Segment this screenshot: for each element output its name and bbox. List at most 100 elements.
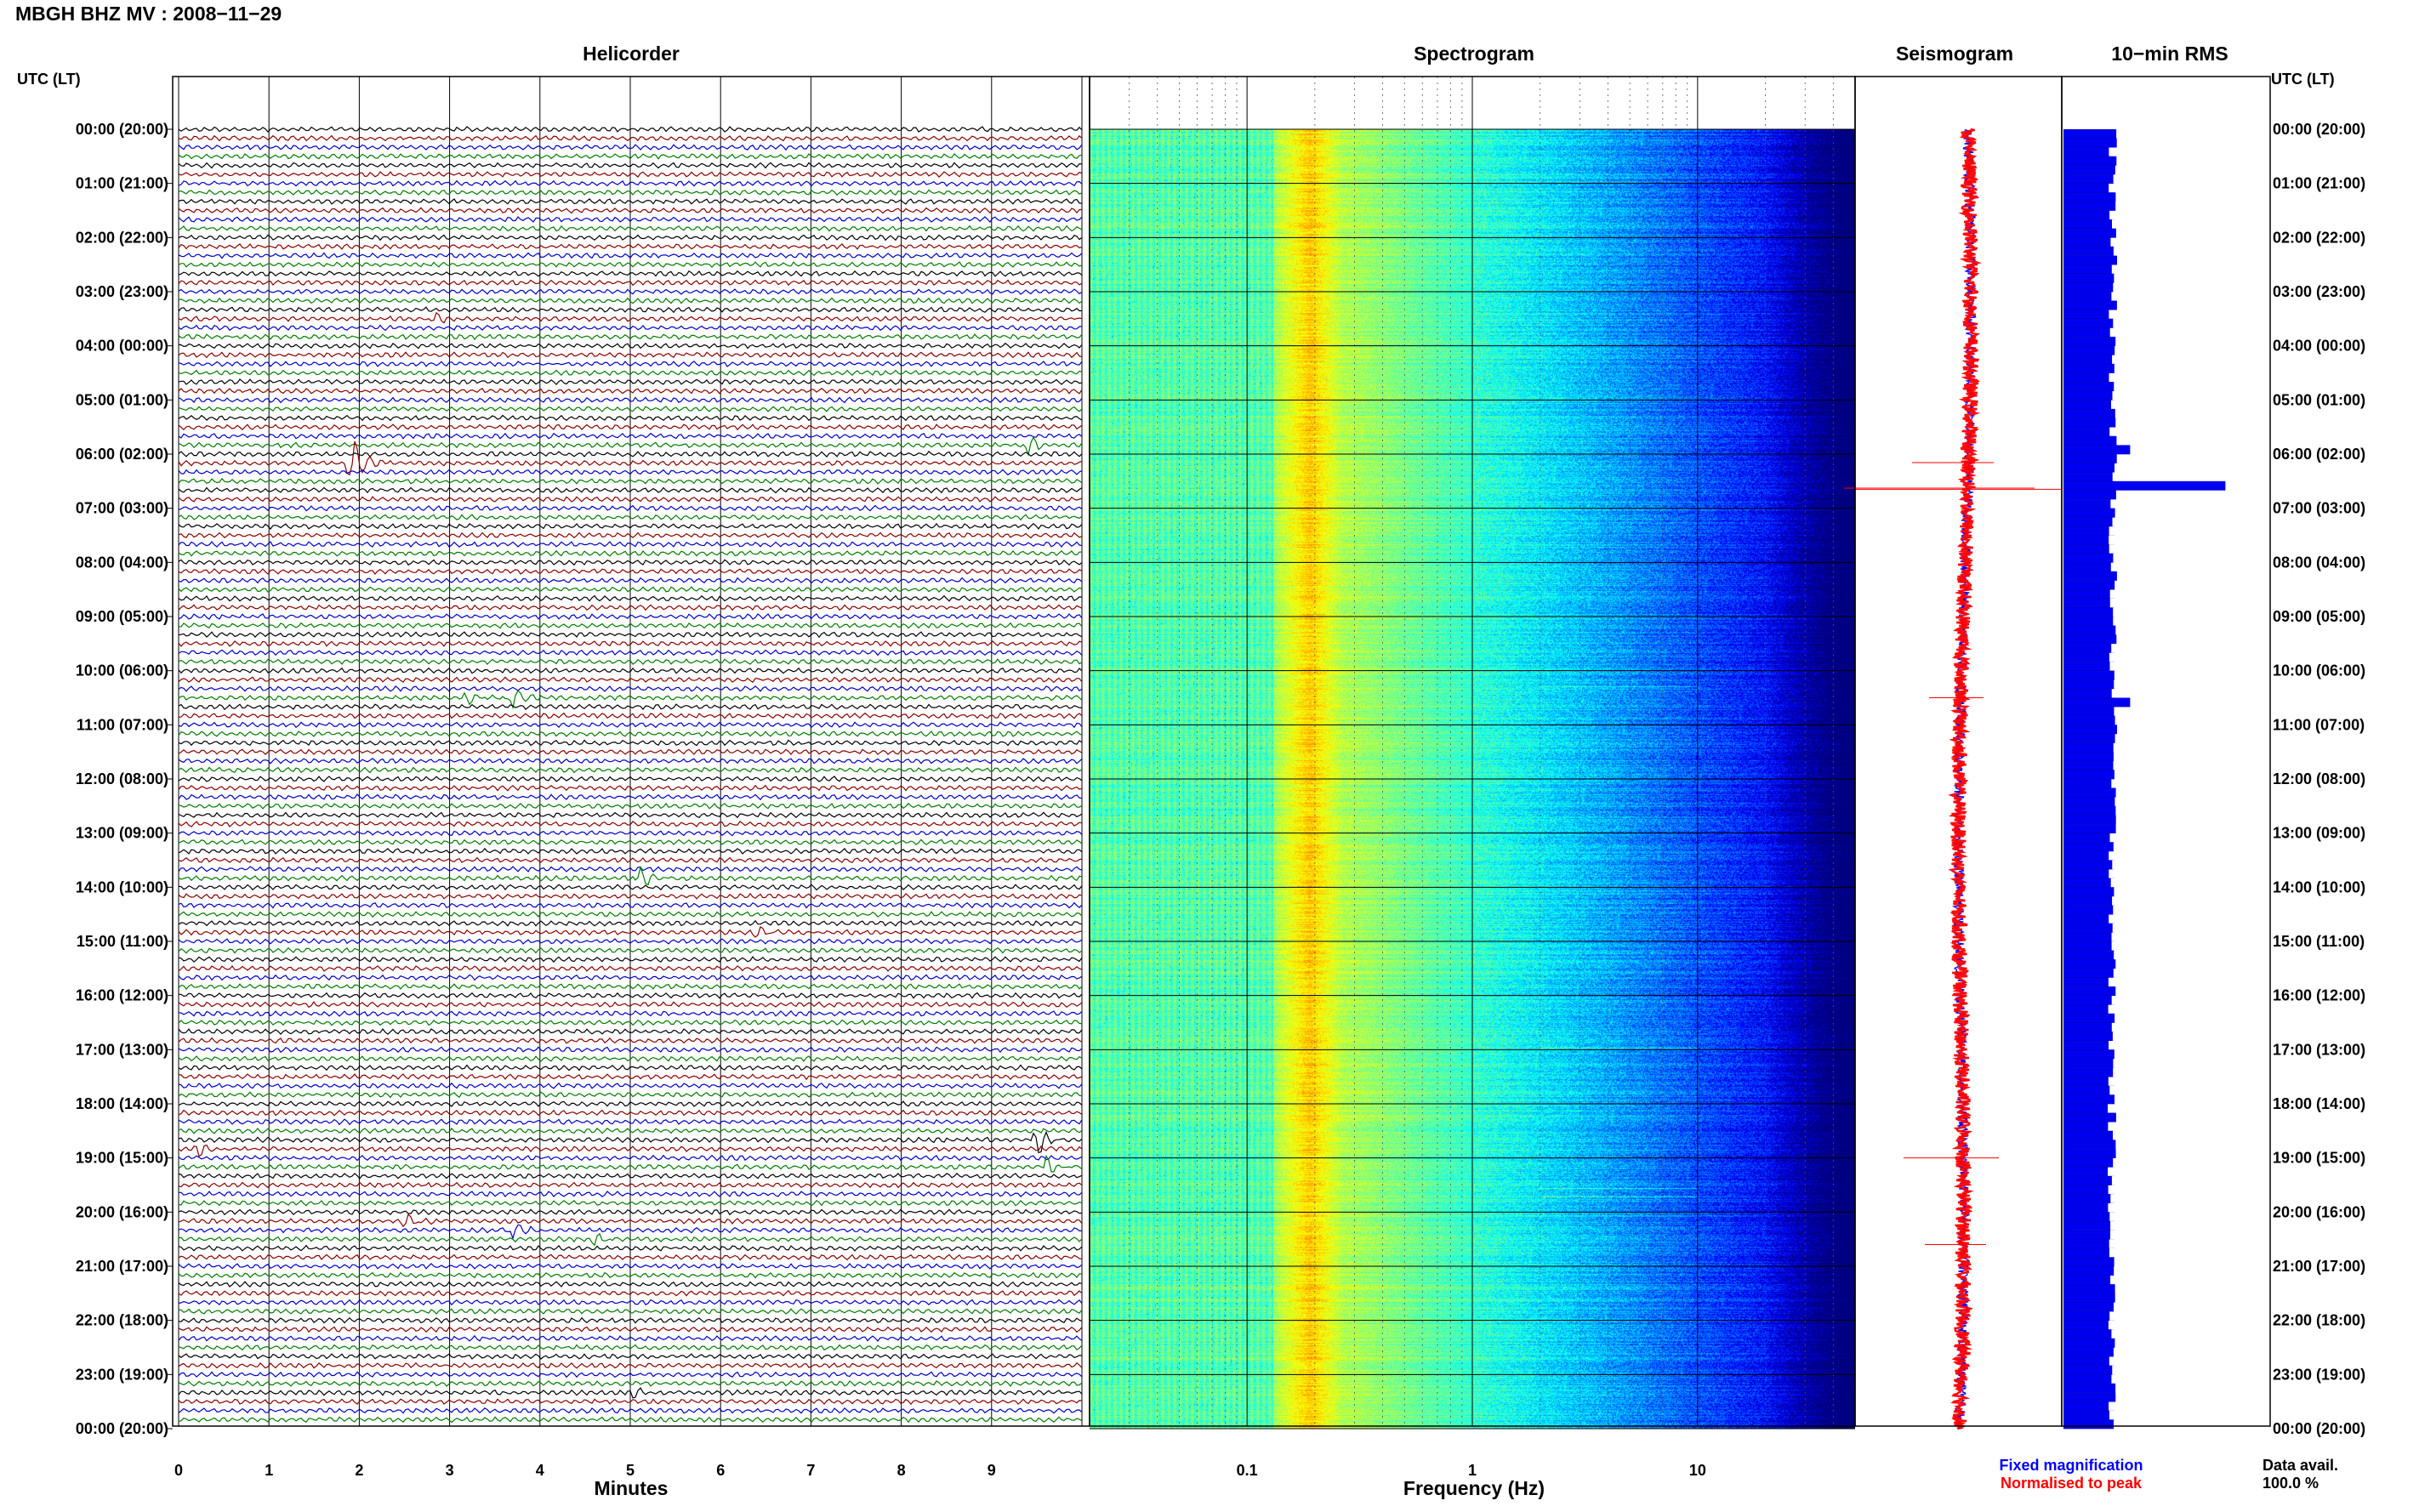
helicorder-trace <box>178 586 1083 594</box>
rms-bar <box>2063 707 2114 716</box>
helicorder-trace <box>178 1082 1083 1089</box>
helicorder-trace <box>178 351 1083 359</box>
helicorder-trace <box>178 1407 1083 1414</box>
rms-bar <box>2063 273 2114 283</box>
rms-bar <box>2063 580 2115 590</box>
helicorder-trace <box>178 1387 1083 1399</box>
helicorder-trace <box>178 252 1083 259</box>
helicorder-trace <box>178 369 1083 377</box>
helicorder-trace <box>178 207 1083 214</box>
helicorder-trace <box>178 568 1083 575</box>
time-axis-left: 00:00 (20:00) 01:00 (21:00) 02:00 (22:00) 0… <box>76 121 173 1437</box>
rms-bar <box>2063 787 2116 798</box>
time-tick-left: 04:00 (00:00) <box>76 338 168 355</box>
helicorder-trace <box>178 1334 1083 1342</box>
rms-bar <box>2063 210 2110 220</box>
rms-bar <box>2063 914 2109 924</box>
helicorder-trace <box>178 432 1083 440</box>
rms-bar <box>2063 400 2111 410</box>
rms-bar <box>2063 607 2114 617</box>
time-tick-left: 16:00 (12:00) <box>76 987 168 1004</box>
helicorder-trace <box>178 1271 1083 1279</box>
rms-bar <box>2063 435 2117 446</box>
time-tick-left: 12:00 (08:00) <box>76 770 168 787</box>
rms-bar <box>2063 454 2117 463</box>
helicorder-trace <box>178 406 1083 412</box>
rms-bar <box>2063 472 2113 482</box>
rms-bar <box>2063 1374 2112 1384</box>
rms-bar <box>2063 282 2114 293</box>
time-tick-right: 01:00 (21:00) <box>2273 175 2365 192</box>
rms-bar <box>2063 1167 2109 1177</box>
data-avail-value: 100.0 % <box>2262 1475 2319 1492</box>
rms-bar <box>2063 959 2116 969</box>
seismogram-trace <box>1844 128 2062 1430</box>
rms-bar <box>2063 264 2112 275</box>
rms-bar <box>2063 598 2110 608</box>
helicorder-trace <box>178 925 1083 938</box>
rms-bar <box>2063 1085 2110 1095</box>
helicorder-trace <box>178 1289 1083 1297</box>
rms-bar <box>2063 1040 2109 1050</box>
helicorder-trace <box>178 531 1083 539</box>
helicorder-trace <box>178 1253 1083 1261</box>
rms-bar <box>2063 733 2115 743</box>
time-tick-left: 13:00 (09:00) <box>76 825 168 842</box>
rms-bar <box>2063 995 2112 1005</box>
rms-bar <box>2063 1032 2113 1041</box>
minute-tick-label: 3 <box>446 1462 454 1479</box>
rms-bar <box>2063 1293 2115 1303</box>
rms-bar <box>2063 1185 2109 1195</box>
frequency-tick-label: 10 <box>1689 1462 1706 1479</box>
rms-bar <box>2063 842 2114 852</box>
rms-bar <box>2063 138 2117 148</box>
helicorder-trace <box>178 378 1083 385</box>
helicorder-trace <box>178 1009 1083 1017</box>
helicorder-trace <box>178 496 1083 503</box>
data-avail-label: Data avail. <box>2262 1457 2338 1474</box>
rms-bar <box>2063 1284 2115 1294</box>
helicorder-trace <box>178 1191 1083 1198</box>
helicorder-trace <box>178 216 1083 224</box>
spectrogram-grid <box>1089 77 1856 1430</box>
rms-bar <box>2063 715 2115 725</box>
rms-bar <box>2063 201 2116 211</box>
legend-fixed-magnification: Fixed magnification <box>1999 1457 2143 1474</box>
helicorder-trace <box>178 821 1083 827</box>
helicorder-trace <box>178 802 1083 810</box>
rms-bar <box>2063 1275 2111 1285</box>
utc-label-left: UTC (LT) <box>17 71 81 88</box>
time-tick-left: 17:00 (13:00) <box>76 1041 168 1058</box>
rms-bar <box>2063 860 2113 870</box>
helicorder-trace <box>178 739 1083 747</box>
helicorder-trace <box>178 938 1083 945</box>
helicorder-trace <box>178 658 1083 666</box>
helicorder-trace <box>178 441 1083 476</box>
rms-bar <box>2063 977 2109 987</box>
rms-bar <box>2063 652 2109 662</box>
minute-tick-label: 4 <box>536 1462 544 1479</box>
rms-bar <box>2063 1383 2116 1393</box>
helicorder-trace <box>178 1416 1083 1424</box>
helicorder-trace <box>178 1361 1083 1369</box>
helicorder-trace <box>178 311 1083 324</box>
helicorder-trace <box>178 1144 1083 1157</box>
rms-bar <box>2063 562 2111 572</box>
rms-bar <box>2063 300 2117 310</box>
rms-bar <box>2063 1194 2111 1203</box>
helicorder-trace <box>178 541 1083 549</box>
rms-panel <box>2061 76 2271 1430</box>
rms-bar <box>2063 770 2114 780</box>
rms-frame <box>2061 76 2271 1427</box>
rms-bar <box>2063 617 2114 626</box>
rms-bar <box>2063 797 2115 807</box>
rms-bar <box>2063 408 2115 418</box>
rms-bar <box>2063 156 2117 166</box>
rms-bar <box>2063 318 2114 328</box>
helicorder-trace <box>178 1028 1083 1035</box>
helicorder-trace <box>178 153 1083 160</box>
helicorder-trace <box>178 179 1083 187</box>
helicorder-trace <box>178 1263 1083 1270</box>
rms-bar <box>2063 697 2131 708</box>
